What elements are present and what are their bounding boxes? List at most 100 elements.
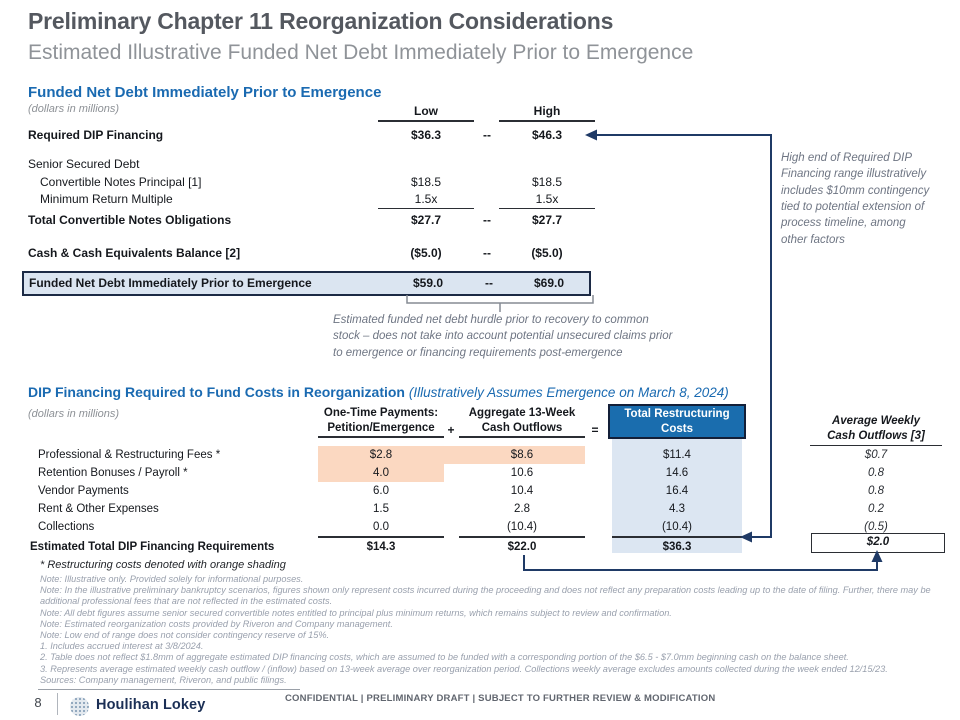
total-separator: -- [485, 276, 493, 290]
table2-col2-header: Aggregate 13-Week Cash Outflows [459, 406, 585, 439]
section1-title: Funded Net Debt Immediately Prior to Eme… [28, 84, 382, 101]
row-13week-value: (10.4) [506, 521, 538, 533]
row-high-value: $27.7 [531, 213, 563, 227]
footnote: Note: Illustrative only. Provided solely… [40, 574, 304, 584]
table-row: Minimum Return Multiple 1.5x 1.5x [0, 192, 620, 209]
col3-header-line2: Costs [661, 422, 693, 435]
total-low-value: $59.0 [412, 276, 444, 290]
row-total-value: 4.3 [669, 503, 685, 515]
footnote: 2. Table does not reflect $1.8mm of aggr… [40, 652, 849, 663]
col3-header-line1: Total Restructuring [624, 407, 730, 420]
houlihan-lokey-globe-icon [70, 697, 89, 716]
total-label: Funded Net Debt Immediately Prior to Eme… [29, 276, 312, 290]
row-low-value: ($5.0) [410, 246, 442, 260]
row-label: Retention Bonuses / Payroll * [38, 467, 188, 479]
row-13week-value: $8.6 [510, 449, 534, 461]
row-low-value: $18.5 [410, 175, 442, 189]
table1-col-high: High [499, 104, 595, 122]
row-high-value: $46.3 [531, 128, 563, 142]
equals-sign: = [591, 423, 599, 437]
net-debt-hurdle-callout: Estimated funded net debt hurdle prior t… [333, 314, 673, 359]
total-rule-col2 [459, 536, 585, 538]
table-row: Cash & Cash Equivalents Balance [2] ($5.… [0, 246, 620, 263]
section1-units: (dollars in millions) [28, 103, 120, 115]
footnote: Sources: Company management, Riveron, an… [40, 674, 287, 685]
row-avgweekly-value: (0.5) [864, 521, 888, 533]
orange-shading-note: * Restructuring costs denoted with orang… [40, 559, 286, 571]
footer-vertical-divider [57, 693, 58, 715]
row-label: Collections [38, 521, 95, 533]
total-13week-value: $22.0 [507, 541, 537, 553]
footnote: Note: Estimated reorganization costs pro… [40, 618, 393, 629]
brace-net-debt-range [406, 295, 594, 312]
col4-header-line1: Average Weekly [831, 415, 920, 427]
page-number: 8 [34, 695, 42, 710]
row-avgweekly-value: 0.8 [868, 467, 884, 479]
row-avgweekly-value: $0.7 [864, 449, 888, 461]
table1-col-low: Low [378, 104, 474, 122]
row-avgweekly-value: 0.8 [868, 485, 884, 497]
row-label: Vendor Payments [38, 485, 129, 497]
page-title: Preliminary Chapter 11 Reorganization Co… [28, 8, 614, 34]
row-separator: -- [483, 213, 491, 227]
row-high-value: $18.5 [531, 175, 563, 189]
houlihan-lokey-logo: Houlihan Lokey [96, 697, 206, 713]
total-high-value: $69.0 [533, 276, 565, 290]
row-label: Total Convertible Notes Obligations [28, 213, 232, 227]
row-onetime-value: 4.0 [373, 467, 389, 479]
row-total-value: 14.6 [665, 467, 689, 479]
total-rule-col1 [318, 536, 444, 538]
col1-header-line1: One-Time Payments: [323, 407, 439, 419]
col4-header-line2: Cash Outflows [3] [827, 429, 925, 442]
avg-weekly-total-box: $2.0 [811, 533, 945, 553]
confidentiality-notice: CONFIDENTIAL | PRELIMINARY DRAFT | SUBJE… [285, 693, 716, 704]
row-label: Required DIP Financing [28, 128, 164, 142]
table-row: Senior Secured Debt [0, 157, 620, 174]
orange-shading-row2 [318, 464, 444, 482]
total-onetime-value: $14.3 [366, 541, 396, 553]
row-high-value: 1.5x [499, 192, 595, 209]
row-onetime-value: 1.5 [373, 503, 389, 515]
section2-units: (dollars in millions) [28, 408, 120, 420]
footnote: 3. Represents average estimated weekly c… [40, 663, 888, 674]
row-label: Convertible Notes Principal [1] [40, 175, 202, 189]
row-onetime-value: 0.0 [373, 521, 389, 533]
row-avgweekly-value: 0.2 [868, 503, 884, 515]
section2-title-main: DIP Financing Required to Fund Costs in … [28, 384, 405, 400]
total-label: Estimated Total DIP Financing Requiremen… [30, 541, 275, 553]
row-low-value: 1.5x [378, 192, 474, 209]
row-13week-value: 2.8 [514, 503, 530, 515]
row-13week-value: 10.4 [510, 485, 534, 497]
total-restructuring-costs-header: Total Restructuring Costs [608, 404, 746, 439]
funded-net-debt-total-row: Funded Net Debt Immediately Prior to Eme… [22, 271, 591, 296]
row-label: Minimum Return Multiple [40, 192, 173, 206]
footnote: Note: In the illustrative preliminary ba… [40, 585, 931, 607]
footer-divider [38, 689, 300, 690]
page-subtitle: Estimated Illustrative Funded Net Debt I… [28, 41, 694, 64]
row-total-value: 16.4 [665, 485, 689, 497]
row-separator: -- [483, 246, 491, 260]
orange-shading-row1 [318, 446, 585, 464]
plus-sign: + [447, 423, 455, 437]
row-13week-value: 10.6 [510, 467, 534, 479]
row-high-value: ($5.0) [531, 246, 563, 260]
avg-weekly-outflows-header: Average Weekly Cash Outflows [3] [810, 414, 942, 447]
row-label: Cash & Cash Equivalents Balance [2] [28, 246, 241, 260]
total-total-value: $36.3 [662, 541, 692, 553]
footnote: Note: All debt figures assume senior sec… [40, 607, 672, 618]
section2-title: DIP Financing Required to Fund Costs in … [28, 384, 729, 400]
table-row: Convertible Notes Principal [1] $18.5 $1… [0, 175, 620, 192]
row-total-value: $11.4 [663, 449, 691, 461]
row-total-value: (10.4) [661, 521, 693, 533]
row-label: Senior Secured Debt [28, 157, 140, 171]
row-onetime-value: $2.8 [369, 449, 393, 461]
footnote: 1. Includes accrued interest at 3/8/2024… [40, 641, 204, 652]
footnotes: Note: Illustrative only. Provided solely… [40, 574, 960, 686]
footnote: Note: Low end of range does not consider… [40, 630, 330, 641]
col1-header-line2: Petition/Emergence [327, 421, 435, 434]
dip-financing-callout: High end of Required DIP Financing range… [781, 152, 930, 246]
table-row: Total Convertible Notes Obligations $27.… [0, 213, 620, 230]
row-onetime-value: 6.0 [373, 485, 389, 497]
row-label: Rent & Other Expenses [38, 503, 159, 515]
